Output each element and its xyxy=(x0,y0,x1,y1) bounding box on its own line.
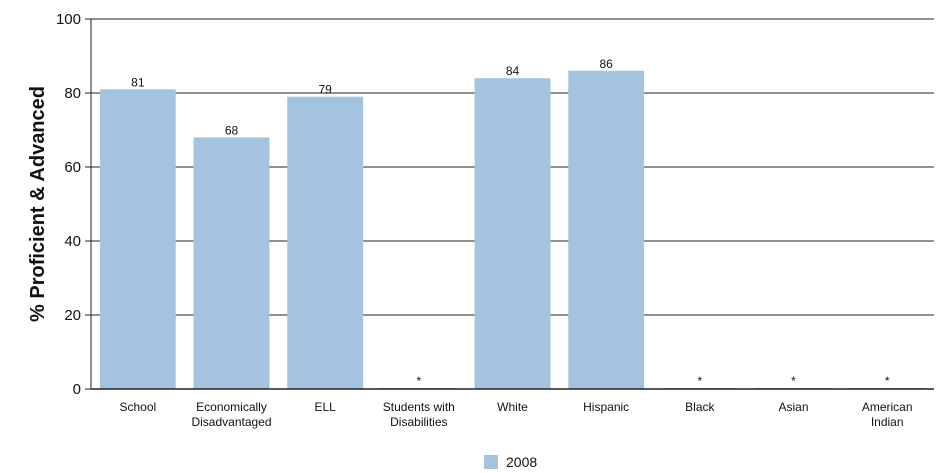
legend-swatch-2008 xyxy=(484,455,498,469)
bar-2 xyxy=(287,96,364,389)
category-label-1-0: Economically xyxy=(196,400,267,414)
category-label-3-1: Disabilities xyxy=(390,415,447,429)
y-tick-label-100: 100 xyxy=(56,11,81,28)
y-tick-label-80: 80 xyxy=(64,85,81,102)
category-label-8-0: American xyxy=(862,400,913,414)
data-label-1: 68 xyxy=(225,123,239,137)
category-label-0-0: School xyxy=(119,400,156,414)
data-label-0: 81 xyxy=(131,75,145,89)
y-tick-label-20: 20 xyxy=(64,307,81,324)
category-label-2-0: ELL xyxy=(314,400,336,414)
legend: 2008 xyxy=(484,454,537,470)
data-label-2: 79 xyxy=(318,83,332,97)
bars xyxy=(99,70,926,390)
legend-label-2008: 2008 xyxy=(506,454,537,470)
data-label-6: * xyxy=(697,374,702,388)
y-tick-label-0: 0 xyxy=(73,381,81,398)
bar-4 xyxy=(474,78,551,389)
category-label-3-0: Students with xyxy=(383,400,455,414)
data-labels: 81 68 79 * 84 86 * * * xyxy=(131,57,890,388)
category-label-8-1: Indian xyxy=(871,415,904,429)
category-label-5-0: Hispanic xyxy=(583,400,629,414)
data-label-8: * xyxy=(885,374,890,388)
data-label-5: 86 xyxy=(599,57,613,71)
data-label-3: * xyxy=(416,374,421,388)
bar-1 xyxy=(193,137,270,389)
category-label-1-1: Disadvantaged xyxy=(191,415,271,429)
bar-0 xyxy=(99,89,176,390)
y-tick-label-60: 60 xyxy=(64,159,81,176)
y-tick-label-40: 40 xyxy=(64,233,81,250)
category-label-4-0: White xyxy=(497,400,528,414)
y-axis-label: % Proficient & Advanced xyxy=(27,86,49,322)
data-label-4: 84 xyxy=(506,64,520,78)
category-label-6-0: Black xyxy=(685,400,715,414)
y-tick-labels: 0 20 40 60 80 100 xyxy=(56,11,81,398)
data-label-7: * xyxy=(791,374,796,388)
bar-5 xyxy=(568,70,645,390)
axes xyxy=(85,18,934,390)
category-label-7-0: Asian xyxy=(778,400,808,414)
